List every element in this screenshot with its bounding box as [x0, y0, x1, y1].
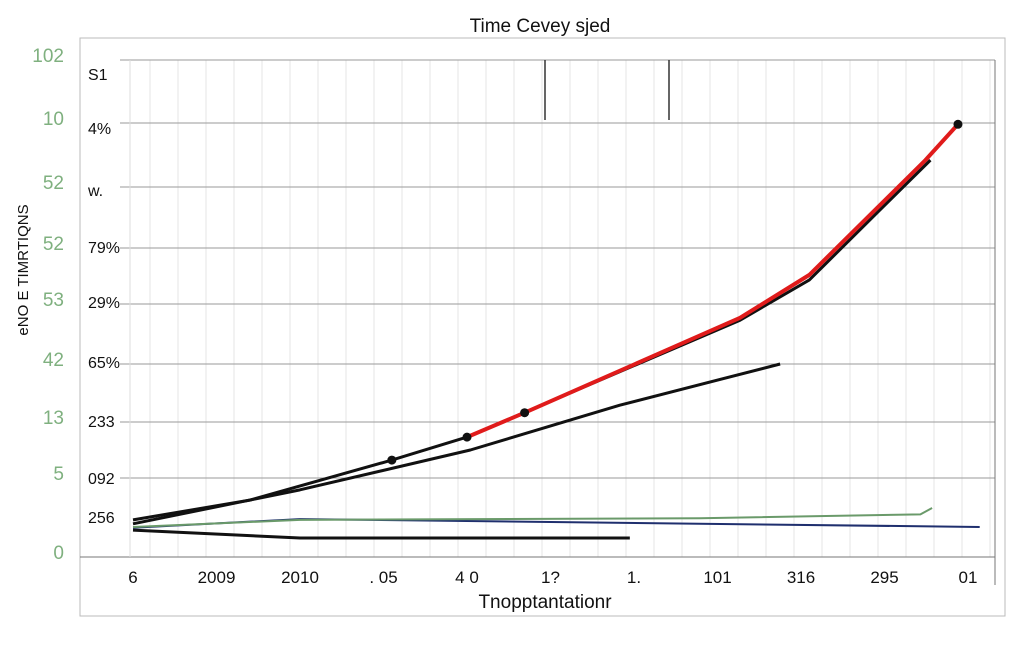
- series-line-4: [132, 507, 933, 528]
- series-line-1: [132, 362, 781, 526]
- series-line-2: [466, 122, 960, 439]
- chart-title: Time Cevey sjed: [470, 16, 611, 37]
- series-line-5: [132, 528, 630, 540]
- y-tick-label-inner: 29%: [88, 295, 120, 312]
- y-tick-label-outer: 13: [43, 408, 64, 429]
- y-tick-label-inner: 79%: [88, 240, 120, 257]
- y-tick-label-outer: 42: [43, 350, 64, 371]
- y-tick-label-outer: 5: [53, 464, 64, 485]
- x-tick-label: 295: [870, 568, 898, 587]
- y-tick-label-outer: 0: [53, 543, 64, 564]
- x-tick-label: 01: [959, 568, 978, 587]
- y-tick-label-inner: 256: [88, 510, 115, 527]
- x-axis-label: Tnopptantationr: [478, 592, 612, 613]
- x-tick-label: 101: [703, 568, 731, 587]
- x-tick-label: 6: [128, 568, 137, 587]
- y-tick-label-inner: 233: [88, 414, 115, 431]
- y-tick-label-inner: 4%: [88, 121, 111, 138]
- y-tick-label-outer: 53: [43, 290, 64, 311]
- data-point-marker: [462, 432, 472, 442]
- y-tick-label-inner: w.: [87, 183, 103, 200]
- y-tick-label-outer: 52: [43, 173, 64, 194]
- y-tick-label-inner: 092: [88, 471, 115, 488]
- x-tick-label: . 05: [369, 568, 397, 587]
- y-tick-label-outer: 52: [43, 234, 64, 255]
- x-tick-label: 316: [787, 568, 815, 587]
- x-tick-label: 1?: [541, 568, 560, 587]
- x-tick-label: 2010: [281, 568, 319, 587]
- data-point-marker: [387, 455, 397, 465]
- x-tick-label: 2009: [198, 568, 236, 587]
- y-tick-label-outer: 102: [32, 46, 64, 67]
- y-axis-label: eNO E TIMRTIQNS: [15, 204, 32, 335]
- x-tick-label: 1.: [627, 568, 641, 587]
- x-tick-label: 4 0: [455, 568, 479, 587]
- y-tick-label-inner: 65%: [88, 355, 120, 372]
- data-point-marker: [953, 119, 963, 129]
- data-point-marker: [520, 408, 530, 418]
- y-tick-label-inner: S1: [88, 67, 108, 84]
- y-tick-label-outer: 10: [43, 109, 64, 130]
